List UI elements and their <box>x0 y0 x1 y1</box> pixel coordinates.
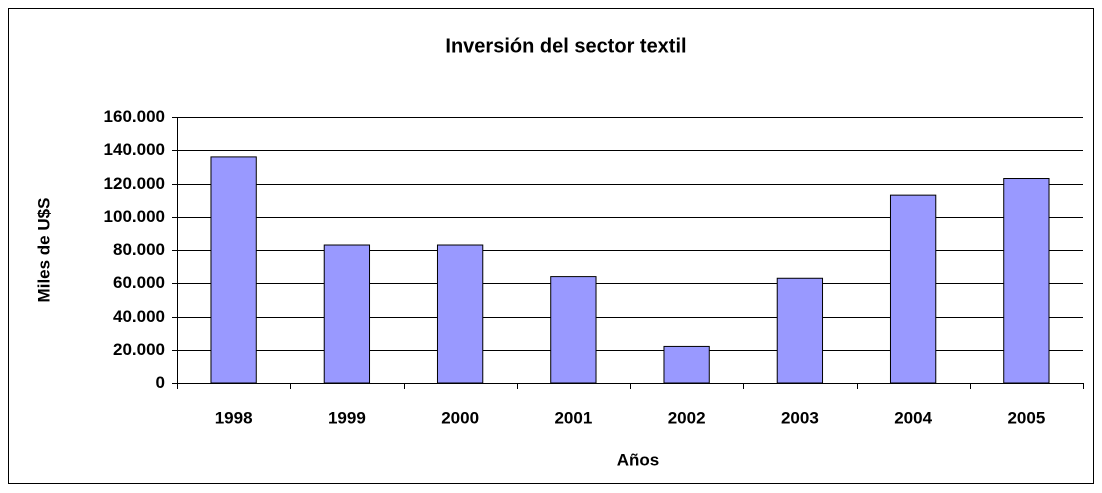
bar <box>1003 178 1050 384</box>
x-tick-label: 2004 <box>894 408 932 427</box>
bar <box>436 244 484 384</box>
y-tick-label: 120.000 <box>104 174 165 193</box>
y-tick-label: 80.000 <box>113 240 165 259</box>
y-tick-label: 60.000 <box>113 273 165 292</box>
bar <box>210 156 257 384</box>
bar <box>889 194 937 384</box>
chart-title: Inversión del sector textil <box>445 35 686 57</box>
x-tick-label: 2001 <box>554 408 592 427</box>
y-tick-label: 20.000 <box>113 340 165 359</box>
x-tick-label: 2003 <box>781 408 819 427</box>
x-tick-label: 1999 <box>328 408 366 427</box>
y-tick-label: 100.000 <box>104 207 165 226</box>
x-tick-label: 1998 <box>215 408 253 427</box>
y-tick-label: 160.000 <box>104 107 165 126</box>
bar <box>776 277 824 384</box>
y-axis-label: Miles de U$S <box>34 198 53 303</box>
y-tick-label: 40.000 <box>113 307 165 326</box>
bar <box>323 244 371 384</box>
x-tick-label: 2005 <box>1007 408 1045 427</box>
x-axis-label: Años <box>617 450 660 469</box>
y-tick-label: 0 <box>156 373 165 392</box>
x-tick-label: 2002 <box>668 408 706 427</box>
bar <box>663 345 710 384</box>
y-tick-label: 140.000 <box>104 140 165 159</box>
bar <box>550 276 597 384</box>
x-tick-label: 2000 <box>441 408 479 427</box>
